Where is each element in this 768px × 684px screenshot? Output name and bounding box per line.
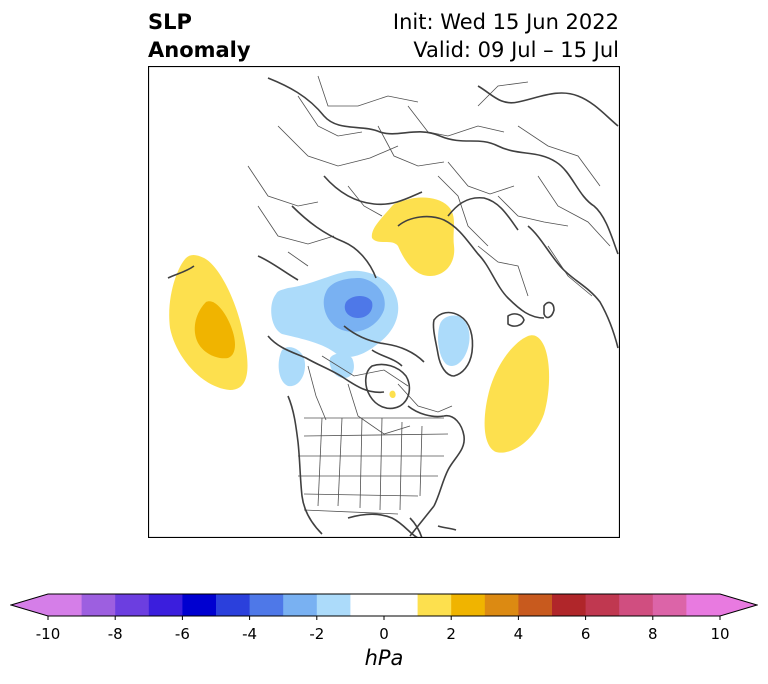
- colorbar-bin-13: [518, 594, 553, 616]
- init-date: Init: Wed 15 Jun 2022: [392, 10, 619, 34]
- colorbar-bins: [48, 594, 721, 616]
- colorbar-bin-4: [182, 594, 217, 616]
- colorbar-bin-12: [484, 594, 519, 616]
- map-title: SLP Anomaly: [148, 8, 251, 64]
- colorbar-bin-0: [48, 594, 82, 616]
- country-borders: [247, 75, 611, 515]
- colorbar-bin-6: [249, 594, 284, 616]
- valid-range: Valid: 09 Jul – 15 Jul: [413, 38, 619, 62]
- colorbar-bin-3: [148, 594, 183, 616]
- colorbar-tick-label: 10: [710, 625, 730, 643]
- colorbar-bin-14: [552, 594, 586, 616]
- colorbar-unit-label: hPa: [364, 646, 404, 670]
- colorbar-extend-low: [11, 594, 48, 616]
- anomaly-bering-negative: [278, 347, 306, 387]
- colorbar-tick-label: 8: [648, 625, 658, 643]
- colorbar-tick-label: -4: [242, 625, 258, 643]
- slp-anomaly-map: [148, 66, 620, 538]
- anomaly-fills: [169, 197, 550, 453]
- anomaly-north-atlantic: [484, 335, 550, 453]
- title-line-2: Anomaly: [148, 38, 251, 62]
- coastlines: [167, 77, 619, 538]
- map-frame: [148, 66, 620, 538]
- title-line-1: SLP: [148, 10, 192, 34]
- colorbar: [10, 593, 758, 620]
- colorbar-bin-16: [619, 594, 654, 616]
- colorbar-bin-5: [216, 594, 250, 616]
- colorbar-tick-label: -10: [35, 625, 61, 643]
- anomaly-north-pacific-inner: [194, 301, 235, 359]
- colorbar-tick-label: 6: [580, 625, 591, 643]
- map-dates: Init: Wed 15 Jun 2022 Valid: 09 Jul – 15…: [393, 8, 619, 64]
- colorbar-bin-7: [283, 594, 318, 616]
- anomaly-canadian-arctic-core: [344, 296, 373, 318]
- colorbar-tick-label: 0: [379, 625, 389, 643]
- colorbar-tick-label: -2: [309, 625, 325, 643]
- anomaly-hudson-small: [389, 390, 396, 399]
- colorbar-bin-11: [451, 594, 486, 616]
- colorbar-extend-high: [720, 594, 757, 616]
- colorbar-bin-18: [686, 594, 721, 616]
- colorbar-bin-17: [652, 594, 687, 616]
- colorbar-tick-label: 4: [513, 625, 524, 643]
- colorbar-bin-9: [350, 594, 418, 616]
- colorbar-bin-1: [81, 594, 116, 616]
- colorbar-tick-label: -6: [174, 625, 190, 643]
- colorbar-bin-10: [417, 594, 452, 616]
- colorbar-bin-8: [316, 594, 351, 616]
- anomaly-greenland-negative: [438, 315, 470, 367]
- colorbar-bin-2: [115, 594, 150, 616]
- colorbar-tick-label: 2: [446, 625, 456, 643]
- colorbar-tick-label: -8: [107, 625, 123, 643]
- colorbar-bin-15: [585, 594, 620, 616]
